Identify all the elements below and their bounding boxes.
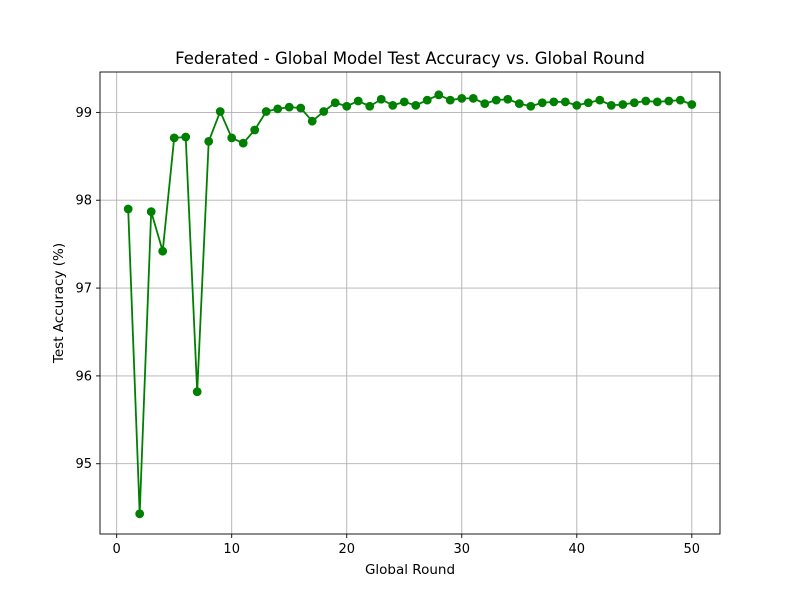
data-point [411, 100, 421, 110]
data-point [503, 94, 513, 104]
x-axis-label: Global Round [365, 562, 455, 578]
data-point [238, 138, 248, 148]
chart-title: Federated - Global Model Test Accuracy v… [175, 49, 645, 68]
data-point [687, 100, 697, 109]
x-tick-label: 0 [113, 542, 121, 557]
data-point [652, 97, 662, 107]
data-point [342, 101, 352, 111]
data-point [365, 101, 375, 111]
data-point [583, 98, 593, 108]
data-point [330, 98, 340, 108]
data-point [491, 95, 501, 105]
data-point [468, 93, 478, 103]
data-point [296, 103, 306, 113]
y-tick-label: 96 [75, 369, 92, 384]
data-point [181, 132, 191, 142]
y-tick-label: 95 [75, 457, 92, 472]
data-point [169, 133, 179, 143]
y-axis-label: Test Accuracy (%) [51, 243, 67, 364]
data-point [641, 96, 651, 106]
data-point [135, 509, 145, 519]
data-point [549, 97, 559, 107]
data-point [146, 207, 156, 217]
y-axis-ticks: 95 96 97 98 99 [75, 106, 100, 472]
x-axis-ticks: 0 10 20 30 40 50 [113, 534, 701, 557]
data-point [307, 116, 317, 126]
data-point [514, 99, 524, 109]
data-point [388, 100, 398, 110]
data-point [434, 90, 444, 100]
x-tick-label: 30 [453, 542, 470, 557]
data-point [664, 96, 674, 106]
data-point [215, 107, 225, 116]
data-point [204, 136, 214, 146]
data-point [422, 95, 432, 105]
data-point [227, 133, 237, 143]
data-point [480, 99, 490, 109]
plot-area [100, 72, 720, 534]
x-tick-label: 10 [223, 542, 240, 557]
x-tick-label: 20 [338, 542, 355, 557]
grid [100, 72, 720, 534]
data-point [629, 98, 639, 108]
series-layer [123, 90, 697, 519]
data-point [250, 125, 260, 135]
data-point [273, 104, 283, 114]
data-point [192, 387, 202, 397]
data-point [353, 96, 363, 106]
data-point [158, 246, 168, 256]
data-point [457, 93, 467, 103]
data-point [572, 100, 582, 110]
y-tick-label: 98 [75, 194, 92, 209]
data-point [618, 100, 628, 109]
data-point [445, 95, 455, 105]
data-point [595, 95, 605, 105]
x-tick-label: 50 [684, 542, 701, 557]
data-point [319, 107, 329, 116]
plot-frame [99, 71, 721, 535]
y-tick-label: 99 [75, 106, 92, 121]
x-tick-label: 40 [569, 542, 586, 557]
data-point [560, 97, 570, 107]
data-point [399, 97, 409, 107]
data-point [284, 102, 294, 112]
data-point [376, 94, 386, 104]
data-point [537, 98, 547, 108]
data-point [675, 95, 685, 105]
y-tick-label: 97 [75, 282, 92, 297]
data-point [261, 107, 271, 116]
data-point [526, 101, 536, 111]
data-point [123, 204, 133, 214]
data-point [606, 100, 616, 110]
